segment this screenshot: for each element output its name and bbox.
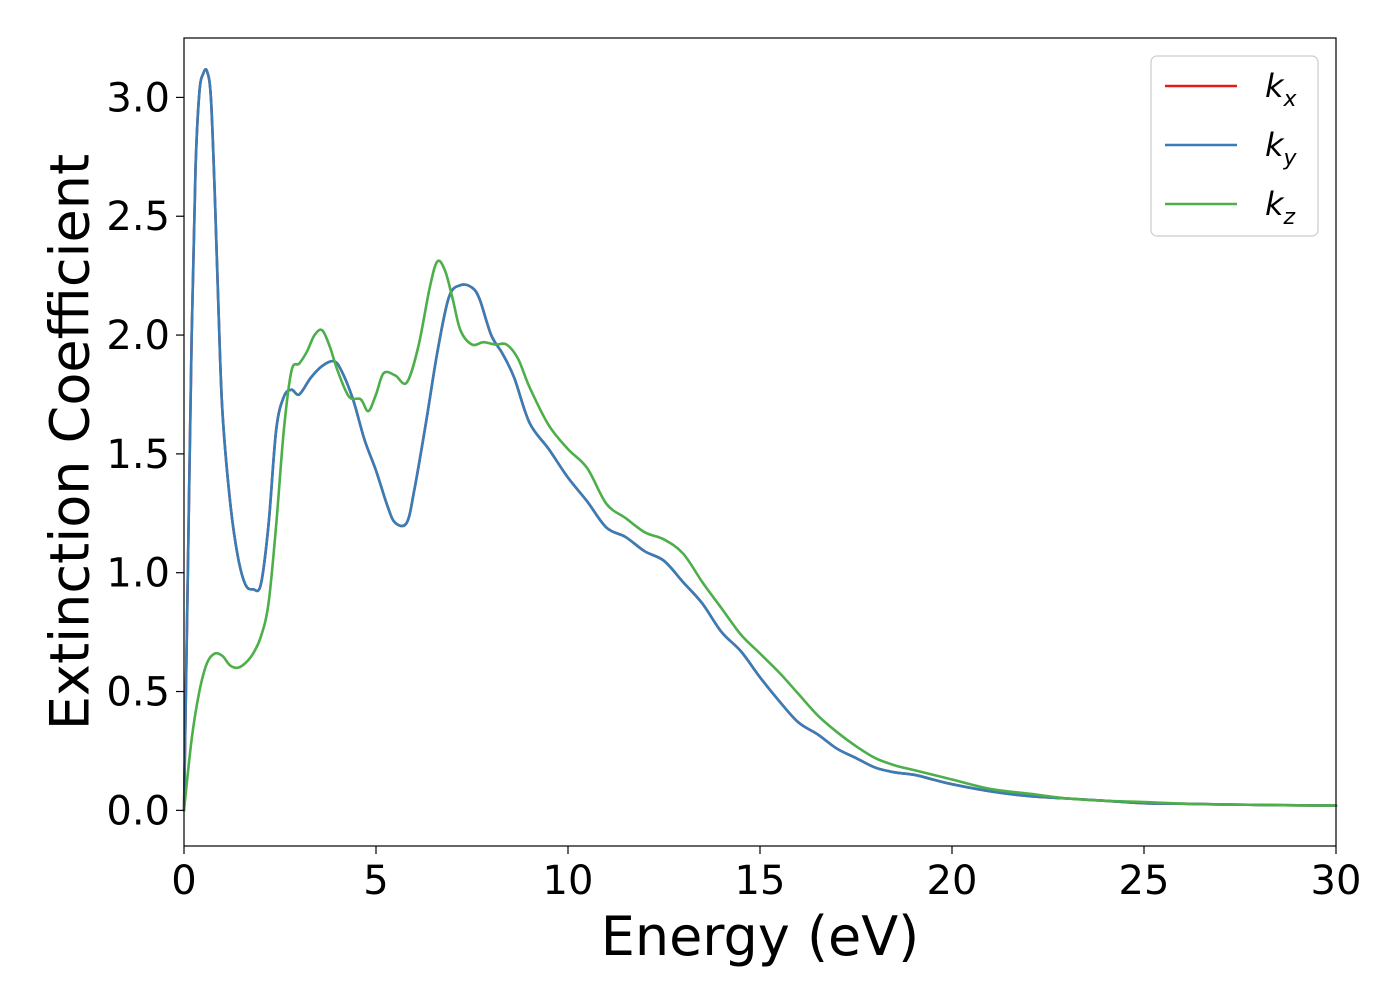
x-axis-label: Energy (eV) [601,905,920,968]
y-tick-label: 0.0 [106,788,170,834]
y-tick-label: 2.0 [106,313,170,359]
legend-label-x: kx [1265,67,1298,112]
legend-label-subscript: x [1283,87,1298,112]
series-line-z [182,259,1338,812]
x-tick-label: 20 [927,858,978,904]
series-line-y [182,68,1338,812]
legend-label-y: ky [1265,126,1298,171]
legend-label-subscript: y [1283,146,1298,171]
x-tick-label: 10 [543,858,594,904]
y-axis-label: Extinction Coefficient [39,154,102,730]
legend-label-subscript: z [1283,205,1296,230]
x-tick-label: 0 [171,858,196,904]
y-tick-label: 3.0 [106,75,170,121]
legend-label-base: k [1265,126,1285,164]
x-tick-label: 5 [363,858,388,904]
y-tick-label: 0.5 [106,670,170,716]
x-axis: 0 5 10 15 20 25 30 [171,846,1361,904]
legend-label-base: k [1265,67,1285,105]
series-layer [182,68,1338,812]
y-tick-label: 2.5 [106,194,170,240]
x-tick-label: 30 [1311,858,1362,904]
y-axis: 0.0 0.5 1.0 1.5 2.0 2.5 3.0 [106,75,184,834]
legend-label-z: kz [1265,185,1296,230]
legend-label-base: k [1265,185,1285,223]
x-tick-label: 15 [735,858,786,904]
y-tick-label: 1.0 [106,551,170,597]
x-tick-label: 25 [1119,858,1170,904]
y-tick-label: 1.5 [106,432,170,478]
